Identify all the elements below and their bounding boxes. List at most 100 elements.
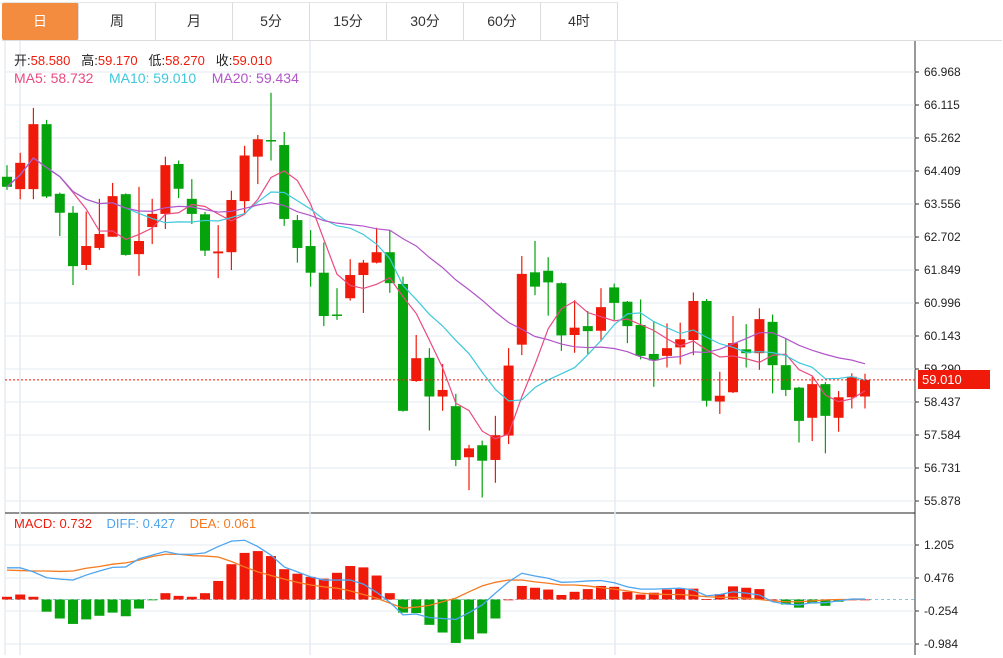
low-value: 58.270 (165, 53, 205, 68)
macd-bar (266, 556, 276, 600)
candle-up (411, 358, 422, 382)
price-axis-label: 62.702 (924, 230, 961, 244)
close-label: 收: (215, 53, 233, 68)
tab-4[interactable]: 15分 (310, 2, 387, 40)
macd-bar (134, 599, 144, 609)
dea-value: DEA: 0.061 (189, 516, 257, 531)
low-label: 低: (148, 53, 166, 68)
candle-down (820, 384, 831, 416)
high-label: 高: (81, 53, 98, 68)
price-axis-label: 55.878 (924, 494, 961, 508)
candle-down (279, 145, 290, 219)
price-axis-label: 65.262 (924, 131, 961, 145)
candle-down (384, 252, 395, 284)
macd-bar (648, 592, 659, 600)
diff-value: DIFF: 0.427 (106, 516, 176, 531)
macd-bar (68, 599, 78, 624)
candle-up (833, 397, 844, 418)
macd-bar (477, 599, 488, 634)
price-axis-label: 61.849 (924, 263, 961, 277)
candle-up (345, 275, 356, 299)
candle-down (477, 445, 488, 461)
open-label: 开: (14, 53, 31, 68)
current-price-tag: 59.010 (918, 370, 990, 389)
macd-bar (147, 599, 158, 601)
tab-1[interactable]: 周 (79, 2, 156, 40)
period-tabs: 日周月 5分 15分 30分 60分 4时 (2, 2, 1002, 41)
macd-bar (688, 588, 699, 600)
candle-down (450, 406, 461, 460)
macd-bar (635, 594, 646, 600)
candle-up (160, 165, 171, 214)
candle-up (714, 395, 725, 402)
macd-axis-label: -0.984 (924, 637, 958, 651)
candle-down (609, 287, 620, 303)
close-value: 59.010 (232, 53, 273, 68)
macd-bar (675, 588, 686, 600)
candle-up (596, 307, 606, 331)
candle-up (662, 348, 672, 356)
ma20-line (6, 157, 866, 365)
tab-6[interactable]: 60分 (464, 2, 541, 40)
tab-2[interactable]: 月 (156, 2, 233, 40)
candle-down (530, 272, 540, 287)
candle-down (266, 140, 276, 142)
candle-down (543, 270, 554, 283)
candle-down (120, 194, 131, 255)
candle-up (213, 251, 224, 254)
price-axis-label: 60.996 (924, 296, 961, 310)
ma5-line (6, 157, 866, 440)
macd-bar (252, 551, 263, 600)
macd-bar (503, 599, 514, 601)
price-axis-label: 58.437 (924, 395, 961, 409)
macd-bar (318, 578, 329, 600)
candle-up (754, 319, 765, 354)
candle-down (648, 353, 659, 361)
price-axis-label: 64.409 (924, 164, 961, 178)
macd-bar (200, 593, 210, 600)
open-value: 58.580 (30, 53, 71, 68)
candle-up (226, 199, 237, 253)
candle-up (28, 124, 39, 190)
macd-bar (332, 572, 342, 600)
macd-bar (701, 599, 712, 600)
candle-up (490, 435, 501, 460)
macd-bar (411, 599, 422, 614)
candle-down (292, 220, 303, 248)
candle-down (305, 246, 316, 273)
candle-down (741, 349, 752, 354)
macd-bar (186, 596, 197, 600)
candle-up (239, 155, 250, 202)
candle-down (701, 300, 712, 401)
macd-axis-label: 1.205 (924, 538, 954, 552)
macd-bar (556, 594, 567, 600)
price-axis-label: 66.968 (924, 65, 961, 79)
macd-bar (160, 593, 171, 600)
candle-up (464, 448, 474, 458)
ma10-value: MA10: 59.010 (108, 70, 197, 86)
macd-bar (41, 599, 52, 612)
candle-up (15, 162, 26, 190)
candle-down (2, 176, 12, 187)
tab-3[interactable]: 5分 (233, 2, 310, 40)
macd-bar (226, 564, 237, 600)
macd-bar (543, 589, 554, 600)
candle-up (134, 240, 144, 255)
macd-bar (213, 580, 224, 600)
candle-up (675, 339, 686, 348)
ma10-line (6, 157, 866, 402)
candle-up (358, 262, 369, 276)
dea-line (6, 553, 865, 609)
tab-5[interactable]: 30分 (387, 2, 464, 40)
tab-7[interactable]: 4时 (541, 2, 618, 40)
macd-bar (81, 599, 92, 620)
candle-down (794, 387, 804, 421)
candle-up (728, 343, 738, 393)
macd-bar (516, 585, 527, 600)
ohlc-legend: 开:58.580 高:59.170 低:58.270 收:59.010 (14, 50, 272, 69)
tab-0[interactable]: 日 (2, 2, 79, 40)
candle-up (437, 389, 448, 397)
ma20-value: MA20: 59.434 (211, 70, 299, 86)
macd-bar (239, 552, 250, 600)
